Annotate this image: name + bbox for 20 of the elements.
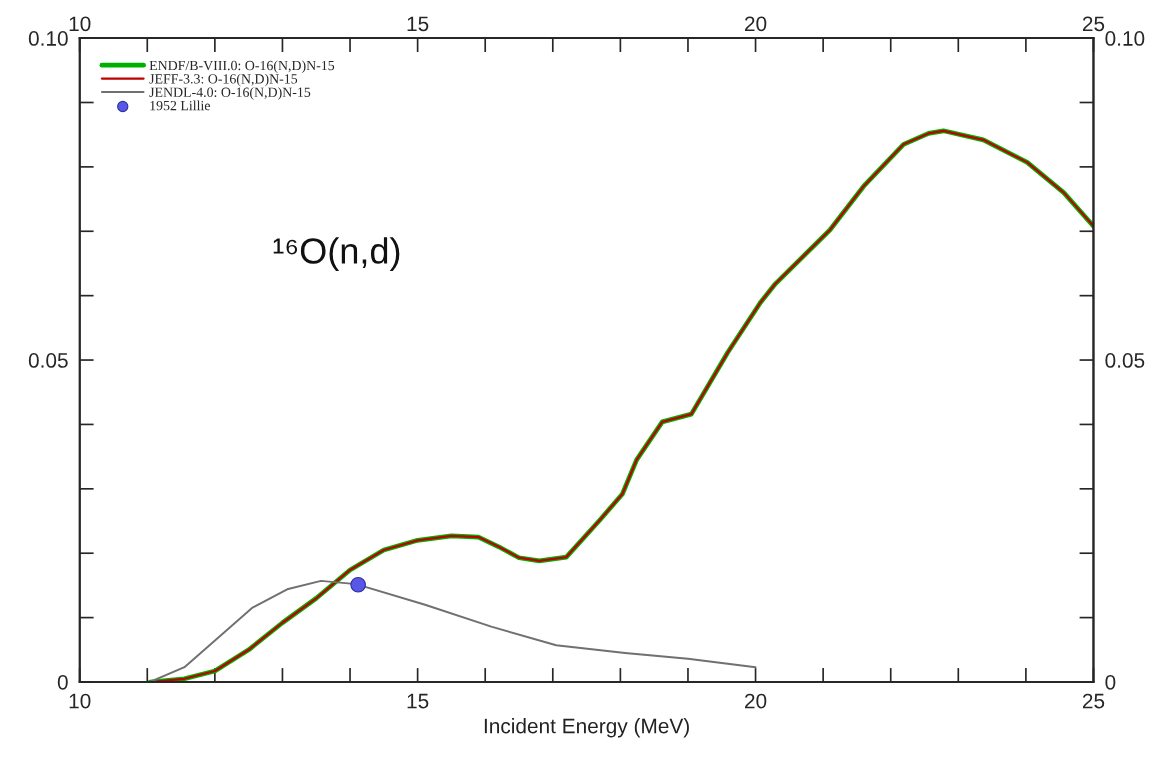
x-axis-title: Incident Energy (MeV) — [484, 718, 689, 738]
y2-tick-label: 0.10 — [1105, 31, 1145, 46]
x2-tick-label: 20 — [745, 693, 767, 709]
y2-tick-label: 0 — [1105, 674, 1116, 690]
legend-label: ENDF/B-VIII.0: O-16(N,D)N-15 — [149, 60, 335, 73]
x-tick-label: 10 — [69, 16, 91, 32]
y-tick-label: 0.10 — [28, 31, 68, 46]
legend-label: JEFF-3.3: O-16(N,D)N-15 — [149, 73, 298, 87]
x-tick-label: 20 — [745, 16, 767, 32]
y-tick-label: 0 — [57, 674, 68, 690]
y2-tick-label: 0.05 — [1105, 353, 1145, 368]
annotation: ¹⁶O(n,d) — [273, 237, 400, 271]
x-tick-label: 15 — [407, 16, 429, 32]
legend-label: JENDL-4.0: O-16(N,D)N-15 — [149, 87, 311, 100]
x-tick-label: 25 — [1082, 16, 1105, 32]
legend-label: 1952 Lillie — [150, 100, 210, 111]
x2-tick-label: 10 — [69, 693, 91, 709]
y-tick-label: 0.05 — [28, 353, 68, 368]
x2-tick-label: 25 — [1082, 693, 1105, 709]
x2-tick-label: 15 — [407, 693, 429, 709]
